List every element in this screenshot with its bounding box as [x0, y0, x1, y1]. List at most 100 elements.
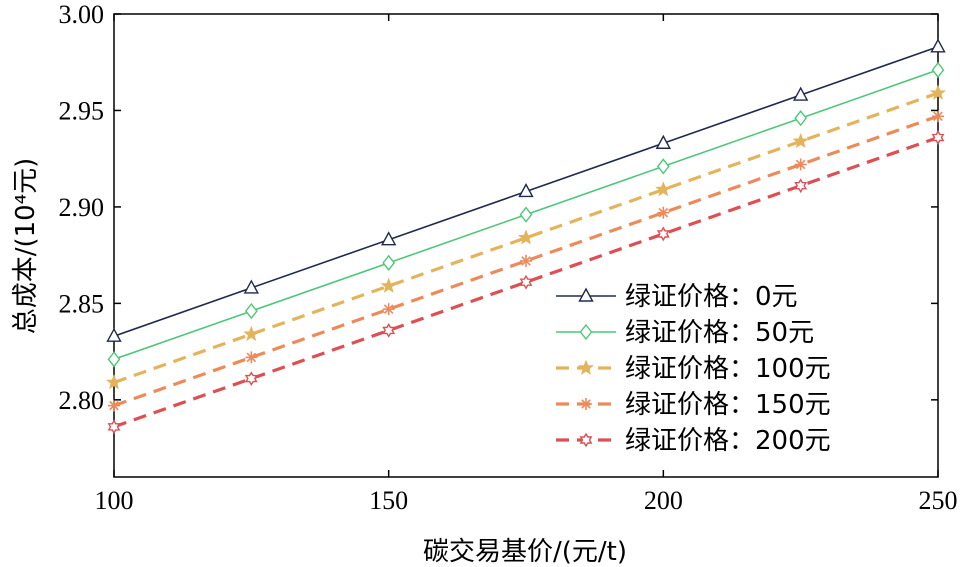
legend: 绿证价格：0元绿证价格：50元绿证价格：100元绿证价格：150元绿证价格：20…	[556, 282, 831, 456]
triangle-marker	[518, 183, 534, 198]
data-point	[932, 110, 944, 123]
star-marker	[517, 229, 535, 245]
diamond-marker	[579, 323, 593, 341]
y-tick-label: 2.85	[59, 289, 105, 318]
legend-entry-0: 绿证价格：0元	[556, 282, 798, 312]
asterisk-stroke	[658, 207, 669, 218]
data-point	[931, 130, 945, 145]
series-0	[106, 38, 946, 342]
data-point	[519, 274, 533, 290]
star-marker	[380, 277, 397, 293]
data-point	[579, 432, 593, 448]
hexagram-marker	[794, 178, 808, 194]
data-point	[657, 206, 670, 219]
triangle-marker	[106, 327, 122, 342]
series-4	[107, 130, 945, 435]
data-point	[577, 359, 595, 375]
data-point	[380, 277, 397, 293]
data-point	[794, 158, 807, 171]
star-marker	[243, 325, 260, 342]
y-tick-label: 3.00	[59, 0, 105, 29]
legend-entry-2: 绿证价格：100元	[556, 354, 831, 384]
y-tick-label: 2.90	[59, 193, 105, 222]
data-point	[792, 132, 809, 149]
legend-label: 绿证价格：50元	[625, 318, 814, 348]
data-point	[106, 327, 122, 342]
hexagram-marker	[656, 226, 670, 242]
diamond-marker	[656, 158, 670, 175]
legend-label: 绿证价格：100元	[625, 354, 831, 384]
data-point	[794, 110, 808, 127]
series-3	[108, 110, 944, 412]
data-point	[656, 158, 670, 175]
data-point	[243, 279, 260, 294]
triangle-marker	[792, 86, 809, 101]
asterisk-stroke	[383, 304, 394, 314]
triangle-marker	[578, 287, 594, 302]
data-point	[107, 419, 121, 435]
legend-label: 绿证价格：200元	[625, 426, 831, 456]
y-tick-label: 2.80	[59, 386, 105, 415]
data-point	[244, 302, 258, 320]
hexagram-marker	[579, 432, 593, 448]
star-marker	[577, 359, 595, 375]
data-point	[382, 254, 396, 271]
data-point	[655, 181, 672, 197]
data-point	[520, 254, 532, 267]
plot-border	[113, 13, 939, 478]
data-point	[244, 371, 258, 386]
data-point	[792, 86, 809, 101]
data-point	[380, 231, 397, 246]
hexagram-marker	[382, 323, 396, 338]
data-point	[931, 61, 945, 79]
data-point	[656, 226, 670, 242]
star-marker	[929, 84, 947, 100]
diamond-marker	[107, 351, 121, 368]
hexagram-marker	[244, 371, 258, 386]
series-2	[105, 84, 947, 390]
x-axis-title: 碳交易基价/(元/t)	[423, 537, 627, 567]
asterisk-stroke	[246, 352, 257, 363]
asterisk-stroke	[109, 400, 119, 411]
star-marker	[655, 181, 672, 197]
star-marker	[105, 374, 123, 390]
hexagram-marker	[519, 274, 533, 290]
data-point	[519, 206, 533, 223]
legend-label: 绿证价格：0元	[625, 282, 798, 312]
triangle-marker	[380, 231, 397, 246]
legend-label: 绿证价格：150元	[625, 390, 831, 420]
data-point	[518, 183, 534, 198]
diamond-marker	[244, 302, 258, 320]
ticks-layer: 100 150 200 250 2.80 2.85 2.90 2.95 3.00	[59, 0, 958, 515]
data-point	[107, 351, 121, 368]
legend-entry-3: 绿证价格：150元	[556, 390, 831, 420]
data-point	[580, 398, 592, 410]
series-layer	[105, 38, 947, 435]
data-point	[108, 399, 120, 412]
data-point	[245, 351, 258, 364]
legend-entry-1: 绿证价格：50元	[556, 318, 814, 348]
star-marker	[792, 132, 809, 149]
asterisk-stroke	[933, 111, 943, 122]
data-point	[655, 134, 672, 149]
data-point	[929, 84, 947, 100]
triangle-marker	[243, 279, 260, 294]
x-tick-label: 200	[644, 486, 683, 515]
data-point	[382, 303, 395, 316]
y-tick-label: 2.95	[59, 96, 105, 125]
data-point	[517, 229, 535, 245]
data-point	[794, 178, 808, 194]
data-point	[382, 323, 396, 338]
data-point	[578, 287, 594, 302]
hexagram-marker	[107, 419, 121, 435]
y-axis-title: 总成本/(10⁴元)	[11, 158, 41, 335]
x-tick-label: 100	[95, 486, 134, 515]
triangle-marker	[930, 38, 946, 53]
diamond-marker	[382, 254, 396, 271]
data-point	[579, 323, 593, 341]
plot-frame	[113, 13, 939, 478]
diamond-marker	[519, 206, 533, 223]
x-tick-label: 250	[919, 486, 958, 515]
data-point	[243, 325, 260, 342]
